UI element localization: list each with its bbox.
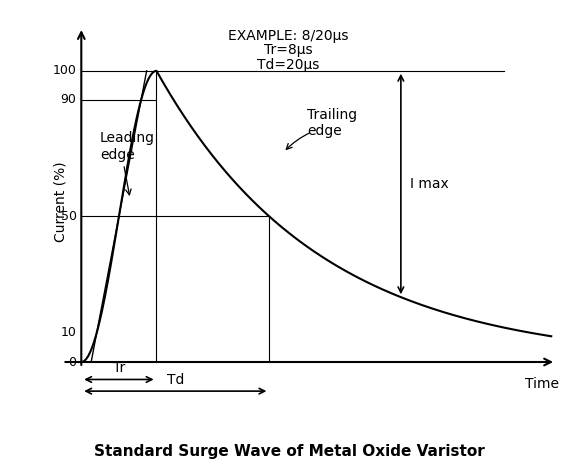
Text: EXAMPLE: 8/20μs: EXAMPLE: 8/20μs [228,29,349,43]
Text: 90: 90 [61,94,77,106]
Text: 10: 10 [61,326,77,339]
Text: 50: 50 [61,210,77,223]
Text: Current (%): Current (%) [54,161,68,242]
Text: Leading
edge: Leading edge [100,131,155,162]
Text: Tr=8μs: Tr=8μs [264,43,312,58]
Text: 100: 100 [53,65,77,77]
Text: Td: Td [166,373,184,387]
Text: Td=20μs: Td=20μs [257,58,319,72]
Text: Time: Time [525,377,559,390]
Text: Trailing
edge: Trailing edge [307,108,357,138]
Text: Standard Surge Wave of Metal Oxide Varistor: Standard Surge Wave of Metal Oxide Varis… [94,443,484,459]
Text: Tr: Tr [113,361,125,375]
Text: 0: 0 [69,355,77,368]
Text: I max: I max [410,177,449,191]
